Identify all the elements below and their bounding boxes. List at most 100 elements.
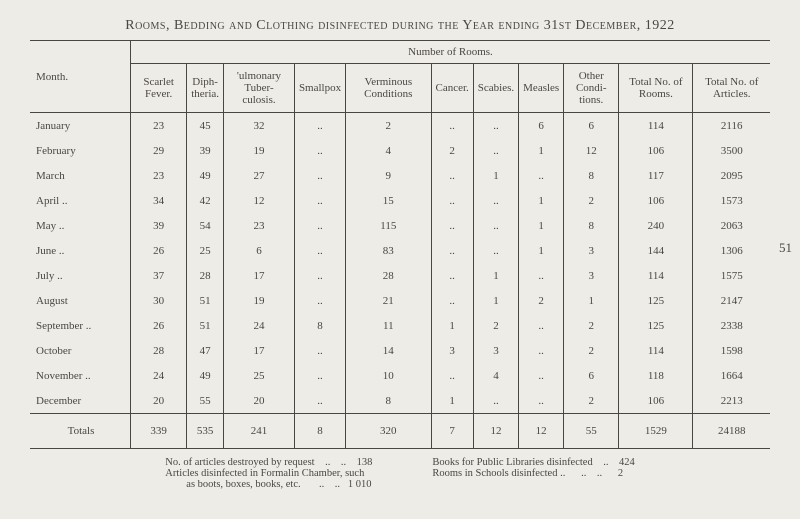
- data-cell: ..: [473, 113, 518, 139]
- data-cell: 1: [519, 188, 564, 213]
- data-cell: 19: [224, 138, 295, 163]
- totals-cell: 55: [564, 414, 619, 449]
- data-cell: 28: [131, 338, 187, 363]
- data-cell: 1: [431, 313, 473, 338]
- data-cell: ..: [294, 213, 345, 238]
- data-cell: 1: [473, 263, 518, 288]
- table-row: May ..395423..115....182402063: [30, 213, 770, 238]
- data-cell: ..: [473, 388, 518, 414]
- totals-label: Totals: [30, 414, 131, 449]
- data-cell: 12: [224, 188, 295, 213]
- table-row: April ..344212..15....121061573: [30, 188, 770, 213]
- fn-right1: Books for Public Libraries disinfected: [432, 457, 592, 468]
- data-cell: 23: [224, 213, 295, 238]
- data-cell: 1: [473, 163, 518, 188]
- data-cell: 144: [619, 238, 693, 263]
- data-cell: 4: [346, 138, 431, 163]
- col-header: 'ulmonary Tuber-culosis.: [224, 64, 295, 113]
- totals-cell: 12: [519, 414, 564, 449]
- fn-left1: No. of articles destroyed by request: [165, 457, 314, 468]
- data-cell: 42: [187, 188, 224, 213]
- data-cell: 115: [346, 213, 431, 238]
- data-cell: 20: [224, 388, 295, 414]
- data-cell: 28: [346, 263, 431, 288]
- data-cell: 34: [131, 188, 187, 213]
- totals-cell: 12: [473, 414, 518, 449]
- data-cell: ..: [294, 113, 345, 139]
- data-cell: 47: [187, 338, 224, 363]
- totals-cell: 339: [131, 414, 187, 449]
- totals-cell: 320: [346, 414, 431, 449]
- month-cell: April ..: [30, 188, 131, 213]
- table-row: June ..26256..83....131441306: [30, 238, 770, 263]
- data-cell: 2147: [693, 288, 770, 313]
- table-row: September ..26512481112..21252338: [30, 313, 770, 338]
- data-cell: 2063: [693, 213, 770, 238]
- data-cell: 23: [131, 113, 187, 139]
- col-header: Scarlet Fever.: [131, 64, 187, 113]
- fn-right2: Rooms in Schools disinfected ..: [432, 468, 565, 479]
- data-cell: 32: [224, 113, 295, 139]
- data-cell: 24: [131, 363, 187, 388]
- month-cell: November ..: [30, 363, 131, 388]
- totals-cell: 8: [294, 414, 345, 449]
- fn-right2v: 2: [618, 468, 623, 479]
- data-cell: 1: [519, 238, 564, 263]
- data-cell: 27: [224, 163, 295, 188]
- data-cell: 3500: [693, 138, 770, 163]
- data-cell: 8: [564, 213, 619, 238]
- data-cell: ..: [519, 363, 564, 388]
- data-cell: ..: [519, 388, 564, 414]
- data-cell: 30: [131, 288, 187, 313]
- data-cell: ..: [294, 363, 345, 388]
- data-cell: 17: [224, 338, 295, 363]
- footnotes: No. of articles destroyed by request .. …: [30, 457, 770, 490]
- data-cell: 106: [619, 188, 693, 213]
- table-row: November ..244925..10..4..61181664: [30, 363, 770, 388]
- col-header: Scabies.: [473, 64, 518, 113]
- col-header: Total No. of Rooms.: [619, 64, 693, 113]
- data-cell: 2095: [693, 163, 770, 188]
- data-cell: 106: [619, 388, 693, 414]
- table-row: December205520..81....21062213: [30, 388, 770, 414]
- data-cell: ..: [431, 238, 473, 263]
- data-cell: 117: [619, 163, 693, 188]
- fn-left1v: 138: [357, 457, 373, 468]
- fn-right1v: 424: [619, 457, 635, 468]
- data-cell: ..: [431, 288, 473, 313]
- data-cell: 6: [519, 113, 564, 139]
- data-cell: 106: [619, 138, 693, 163]
- data-cell: ..: [294, 388, 345, 414]
- header-month: Month.: [30, 41, 131, 113]
- data-cell: ..: [519, 263, 564, 288]
- data-cell: 25: [187, 238, 224, 263]
- table-row: March234927..9..1..81172095: [30, 163, 770, 188]
- data-cell: 2: [431, 138, 473, 163]
- table-row: January234532..2....661142116: [30, 113, 770, 139]
- col-header: Diph-theria.: [187, 64, 224, 113]
- totals-cell: 241: [224, 414, 295, 449]
- data-cell: 2: [473, 313, 518, 338]
- table-row: July ..372817..28..1..31141575: [30, 263, 770, 288]
- data-cell: 26: [131, 313, 187, 338]
- table-row: February293919..42..1121063500: [30, 138, 770, 163]
- totals-cell: 535: [187, 414, 224, 449]
- data-cell: 14: [346, 338, 431, 363]
- data-cell: 1306: [693, 238, 770, 263]
- data-cell: ..: [294, 138, 345, 163]
- data-cell: 2: [519, 288, 564, 313]
- disinfection-table: Month. Number of Rooms. Scarlet Fever.Di…: [30, 40, 770, 449]
- data-cell: 12: [564, 138, 619, 163]
- data-cell: 114: [619, 263, 693, 288]
- data-cell: 125: [619, 313, 693, 338]
- month-cell: June ..: [30, 238, 131, 263]
- col-header: Cancer.: [431, 64, 473, 113]
- data-cell: 26: [131, 238, 187, 263]
- month-cell: August: [30, 288, 131, 313]
- data-cell: 37: [131, 263, 187, 288]
- month-cell: March: [30, 163, 131, 188]
- data-cell: 1664: [693, 363, 770, 388]
- data-cell: ..: [519, 338, 564, 363]
- data-cell: ..: [473, 188, 518, 213]
- data-cell: ..: [294, 288, 345, 313]
